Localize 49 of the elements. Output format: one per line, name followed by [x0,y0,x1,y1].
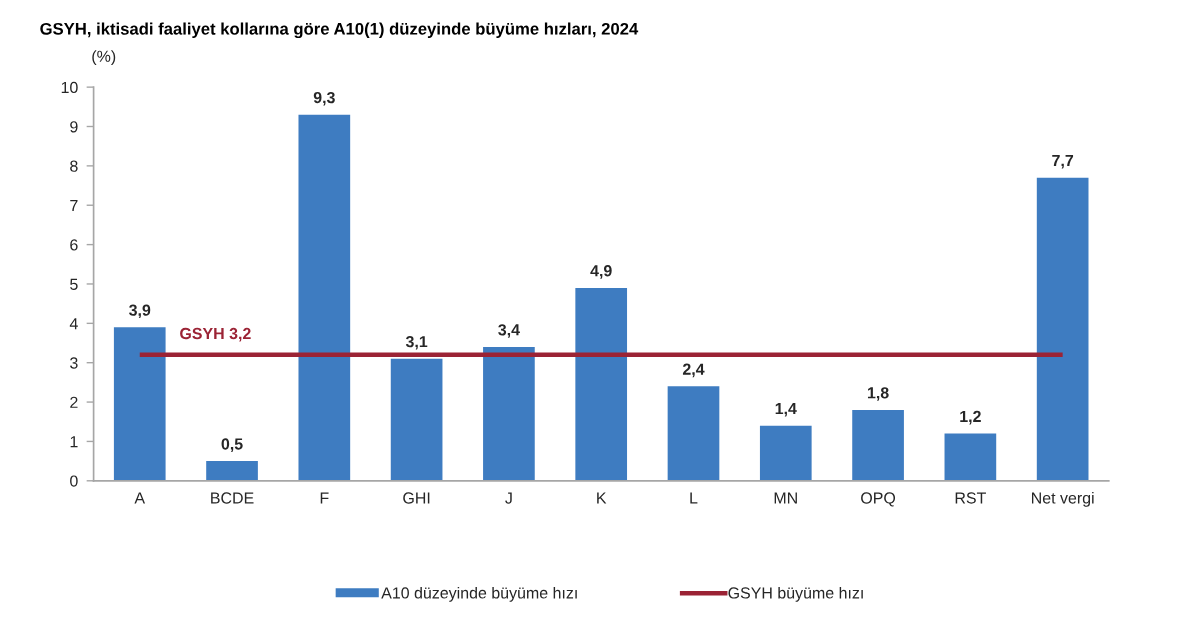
x-tick-label: BCDE [211,492,254,504]
y-tick-label: 1 [70,436,78,448]
y-tick-label: 0 [70,475,78,487]
y-tick-label: 5 [70,278,78,290]
bar [667,386,720,481]
bar [575,287,628,481]
data-label: 1,8 [867,387,889,401]
bar [298,114,351,481]
x-tick-label: A [134,492,146,504]
y-tick-label: 4 [69,318,78,330]
x-tick-label: RST [955,492,986,504]
bar [1036,177,1089,481]
y-tick-label: 10 [61,81,78,94]
bar [852,409,904,481]
bar [113,327,166,481]
data-label: 7,7 [1052,155,1074,169]
y-tick-label: 7 [70,200,78,212]
bar [206,461,258,481]
x-tick-label: GHI [403,492,430,504]
annotation: GSYH 3,2 [180,327,251,342]
x-tick-label: MN [774,492,797,504]
y-tick-label: 6 [70,239,78,251]
bar [759,425,812,481]
data-label: 3,1 [405,335,428,350]
x-tick-label: L [690,492,698,504]
legend-label: GSYH büyüme hızı [728,586,863,602]
data-label: 3,4 [498,324,520,338]
data-label: 0,5 [221,438,243,452]
data-label: 4,9 [590,265,612,279]
data-label: 9,3 [313,91,335,106]
x-tick-label: F [320,492,329,504]
y-tick-label: 9 [70,121,78,133]
y-tick-label: 8 [70,160,78,172]
chart-title: GSYH, iktisadi faaliyet kollarına göre A10(1) düzeyinde büyüme hızları, 2024 [40,22,639,39]
legend-label: A10 düzeyinde büyüme hızı [381,586,577,602]
bar [390,358,443,481]
x-tick-label: K [597,492,607,504]
bar [483,346,535,481]
bar [944,433,997,481]
data-label: 1,2 [960,410,981,425]
y-tick-label: 3 [70,357,78,369]
data-label: 1,4 [775,403,797,417]
x-tick-label: OPQ [861,492,896,507]
y-tick-label: 2 [70,396,78,408]
y-axis-title: (%) [92,50,116,66]
x-tick-label: J [505,492,512,504]
data-label: 2,4 [682,363,705,378]
x-tick-label: Net vergi [1032,491,1094,507]
data-label: 3,9 [129,304,151,319]
